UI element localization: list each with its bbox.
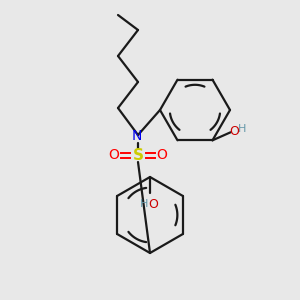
Text: H: H	[140, 199, 148, 209]
Text: O: O	[148, 197, 158, 211]
Text: S: S	[133, 148, 143, 163]
Text: H: H	[238, 124, 247, 134]
Text: N: N	[132, 129, 142, 143]
Text: O: O	[230, 125, 239, 138]
Text: O: O	[109, 148, 119, 162]
Text: O: O	[157, 148, 167, 162]
